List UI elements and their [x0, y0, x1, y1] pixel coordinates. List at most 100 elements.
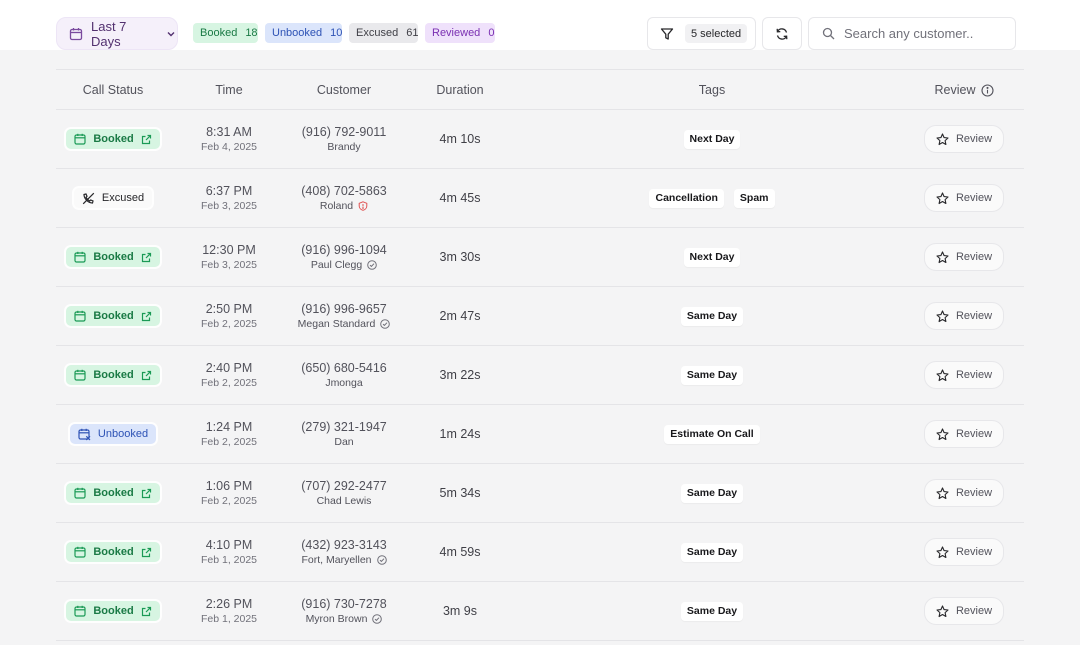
column-header-time[interactable]: Time	[170, 70, 288, 110]
tags-cell: Same Day	[520, 523, 904, 581]
star-icon	[936, 132, 949, 145]
review-button[interactable]: Review	[924, 361, 1004, 389]
column-header-customer[interactable]: Customer	[288, 70, 400, 110]
call-time: 2:26 PM	[205, 596, 253, 611]
review-button[interactable]: Review	[924, 597, 1004, 625]
customer-phone[interactable]: (916) 730-7278	[301, 596, 387, 611]
call-duration: 4m 59s	[439, 545, 481, 559]
review-button[interactable]: Review	[924, 538, 1004, 566]
call-duration: 5m 34s	[439, 486, 481, 500]
external-link-icon[interactable]	[141, 252, 152, 263]
customer-phone[interactable]: (432) 923-3143	[301, 537, 387, 552]
status-badge-booked[interactable]: Booked	[66, 365, 160, 385]
call-date: Feb 4, 2025	[200, 140, 258, 153]
customer-phone[interactable]: (650) 680-5416	[301, 360, 387, 375]
time-cell: 1:24 PM Feb 2, 2025	[170, 405, 288, 463]
reviewed-count-badge[interactable]: Reviewed 0	[425, 23, 495, 43]
call-time: 1:24 PM	[205, 419, 253, 434]
table-row[interactable]: Excused 6:37 PM Feb 3, 2025 (408) 702-58…	[56, 169, 1024, 228]
column-label: Review	[934, 83, 976, 97]
external-link-icon[interactable]	[141, 311, 152, 322]
column-header-duration[interactable]: Duration	[400, 70, 520, 110]
call-date: Feb 2, 2025	[200, 317, 258, 330]
table-row[interactable]: Booked 12:30 PM Feb 3, 2025 (916) 996-10…	[56, 228, 1024, 287]
table-row[interactable]: Booked 4:10 PM Feb 1, 2025 (432) 923-314…	[56, 523, 1024, 582]
badge-count: 61	[406, 27, 419, 39]
customer-cell: (707) 292-2477 Chad Lewis	[288, 464, 400, 522]
search-input[interactable]	[844, 26, 1004, 41]
external-link-icon[interactable]	[141, 547, 152, 558]
status-badge-booked[interactable]: Booked	[66, 247, 160, 267]
review-button[interactable]: Review	[924, 420, 1004, 448]
external-link-icon[interactable]	[141, 370, 152, 381]
info-icon[interactable]	[980, 83, 994, 97]
status-label: Booked	[93, 605, 134, 617]
external-link-icon[interactable]	[141, 606, 152, 617]
call-duration: 3m 30s	[439, 250, 481, 264]
refresh-button[interactable]	[762, 17, 802, 50]
review-cell: Review	[904, 287, 1024, 345]
filter-selected-count: 5 selected	[685, 24, 748, 43]
date-range-dropdown[interactable]: Last 7 Days	[56, 17, 178, 50]
status-badge-booked[interactable]: Booked	[66, 483, 160, 503]
chevron-down-icon	[167, 31, 175, 36]
customer-phone[interactable]: (916) 996-9657	[301, 301, 387, 316]
external-link-icon[interactable]	[141, 488, 152, 499]
review-label: Review	[955, 487, 993, 499]
duration-cell: 4m 45s	[400, 169, 520, 227]
status-badge-excused[interactable]: Excused	[73, 188, 153, 208]
tag: Next Day	[683, 247, 741, 267]
status-badge-booked[interactable]: Booked	[66, 129, 160, 149]
table-row[interactable]: Booked 1:06 PM Feb 2, 2025 (707) 292-247…	[56, 464, 1024, 523]
customer-cell: (916) 996-1094 Paul Clegg	[288, 228, 400, 286]
unbooked-count-badge[interactable]: Unbooked 10	[265, 23, 342, 43]
customer-phone[interactable]: (916) 996-1094	[301, 242, 387, 257]
status-badge-booked[interactable]: Booked	[66, 601, 160, 621]
booked-count-badge[interactable]: Booked 18	[193, 23, 258, 43]
excused-count-badge[interactable]: Excused 61	[349, 23, 418, 43]
check-circle-icon	[367, 259, 377, 270]
customer-phone[interactable]: (916) 792-9011	[301, 124, 387, 139]
tags-cell: Next Day	[520, 228, 904, 286]
time-cell: 2:50 PM Feb 2, 2025	[170, 287, 288, 345]
duration-cell: 3m 30s	[400, 228, 520, 286]
time-cell: 6:37 PM Feb 3, 2025	[170, 169, 288, 227]
table-row[interactable]: Booked 2:40 PM Feb 2, 2025 (650) 680-541…	[56, 346, 1024, 405]
status-badge-booked[interactable]: Booked	[66, 306, 160, 326]
duration-cell: 3m 9s	[400, 582, 520, 640]
filter-button[interactable]: 5 selected	[647, 17, 756, 50]
review-label: Review	[955, 428, 993, 440]
check-circle-icon	[380, 318, 391, 329]
tag: Same Day	[680, 306, 744, 326]
review-button[interactable]: Review	[924, 184, 1004, 212]
tag: Cancellation	[649, 188, 724, 208]
customer-cell: (279) 321-1947 Dan	[288, 405, 400, 463]
customer-cell: (916) 730-7278 Myron Brown	[288, 582, 400, 640]
review-button[interactable]: Review	[924, 125, 1004, 153]
review-button[interactable]: Review	[924, 302, 1004, 330]
review-button[interactable]: Review	[924, 243, 1004, 271]
call-time: 12:30 PM	[202, 242, 256, 257]
calendar-icon	[74, 251, 86, 263]
table-row[interactable]: Booked 2:50 PM Feb 2, 2025 (916) 996-965…	[56, 287, 1024, 346]
customer-phone[interactable]: (707) 292-2477	[301, 478, 387, 493]
alert-shield-icon	[358, 200, 368, 211]
review-cell: Review	[904, 110, 1024, 168]
external-link-icon[interactable]	[141, 134, 152, 145]
customer-search[interactable]	[808, 17, 1016, 50]
calendar-x-icon	[78, 428, 91, 440]
review-button[interactable]: Review	[924, 479, 1004, 507]
table-row[interactable]: Booked 2:26 PM Feb 1, 2025 (916) 730-727…	[56, 582, 1024, 641]
badge-label: Excused	[356, 27, 399, 39]
customer-phone[interactable]: (279) 321-1947	[301, 419, 387, 434]
status-badge-unbooked[interactable]: Unbooked	[69, 424, 157, 444]
call-time: 2:40 PM	[205, 360, 253, 375]
customer-phone[interactable]: (408) 702-5863	[301, 183, 387, 198]
status-badge-booked[interactable]: Booked	[66, 542, 160, 562]
call-date: Feb 2, 2025	[200, 435, 258, 448]
refresh-icon	[776, 27, 788, 40]
table-row[interactable]: Unbooked 1:24 PM Feb 2, 2025 (279) 321-1…	[56, 405, 1024, 464]
calendar-icon	[74, 369, 86, 381]
table-row[interactable]: Booked 8:31 AM Feb 4, 2025 (916) 792-901…	[56, 110, 1024, 169]
column-header-call-status[interactable]: Call Status	[56, 70, 170, 110]
